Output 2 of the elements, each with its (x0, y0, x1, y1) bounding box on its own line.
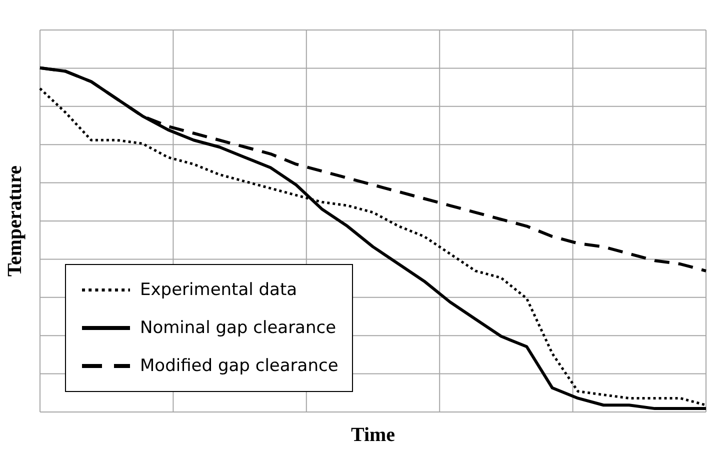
y-axis-title: Temperature (4, 165, 26, 277)
x-axis-title: Time (350, 424, 396, 446)
